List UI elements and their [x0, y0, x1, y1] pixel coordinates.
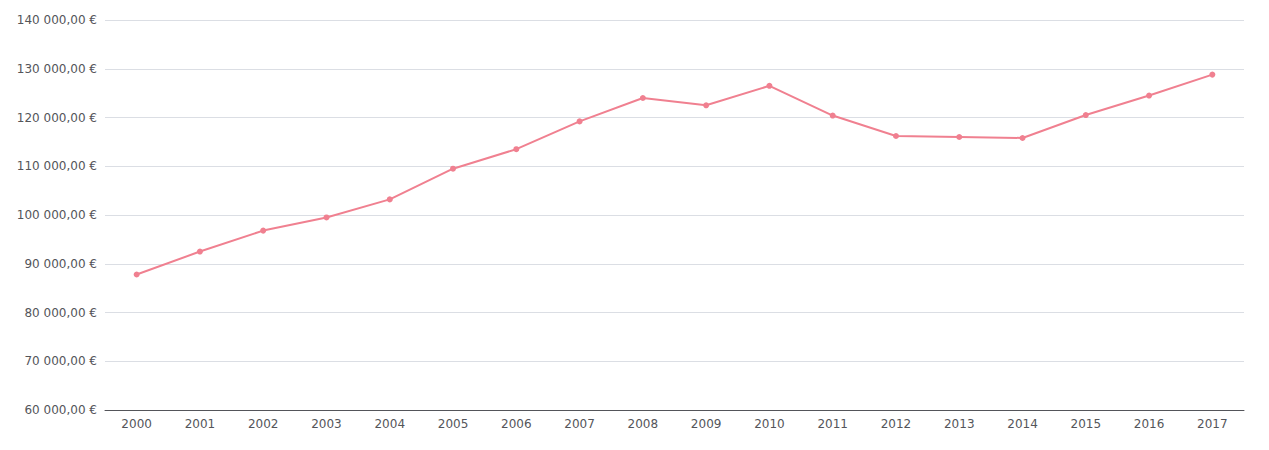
svg-text:120 000,00 €: 120 000,00 €: [17, 111, 97, 125]
svg-text:2000: 2000: [121, 417, 152, 431]
svg-text:2015: 2015: [1071, 417, 1102, 431]
svg-text:2017: 2017: [1197, 417, 1228, 431]
svg-text:2003: 2003: [311, 417, 342, 431]
svg-text:100 000,00 €: 100 000,00 €: [17, 208, 97, 222]
svg-text:2007: 2007: [564, 417, 595, 431]
svg-text:2005: 2005: [438, 417, 469, 431]
svg-text:2009: 2009: [691, 417, 722, 431]
svg-text:2010: 2010: [754, 417, 785, 431]
svg-text:2012: 2012: [881, 417, 912, 431]
svg-text:90 000,00 €: 90 000,00 €: [24, 257, 97, 271]
svg-text:60 000,00 €: 60 000,00 €: [24, 403, 97, 417]
svg-text:130 000,00 €: 130 000,00 €: [17, 62, 97, 76]
svg-text:2001: 2001: [185, 417, 216, 431]
svg-text:2016: 2016: [1134, 417, 1165, 431]
svg-text:2004: 2004: [374, 417, 405, 431]
svg-text:110 000,00 €: 110 000,00 €: [17, 159, 97, 173]
svg-text:2002: 2002: [248, 417, 279, 431]
svg-text:2014: 2014: [1007, 417, 1038, 431]
svg-text:2006: 2006: [501, 417, 532, 431]
svg-text:2013: 2013: [944, 417, 975, 431]
svg-text:2011: 2011: [817, 417, 848, 431]
svg-text:80 000,00 €: 80 000,00 €: [24, 306, 97, 320]
svg-text:70 000,00 €: 70 000,00 €: [24, 354, 97, 368]
svg-text:2008: 2008: [628, 417, 659, 431]
svg-text:140 000,00 €: 140 000,00 €: [17, 13, 97, 27]
